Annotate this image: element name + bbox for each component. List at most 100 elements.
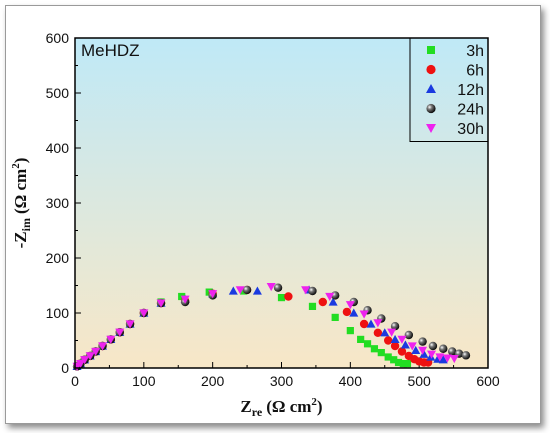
data-point: [342, 307, 352, 317]
data-point: [442, 354, 452, 363]
data-point: [357, 335, 365, 343]
y-tick-label: 600: [46, 30, 70, 46]
data-point: [383, 336, 393, 345]
x-tick-label: 300: [270, 373, 294, 389]
legend-label: 30h: [457, 121, 484, 138]
data-point: [387, 328, 397, 337]
data-point: [308, 302, 317, 310]
data-point: [228, 286, 238, 295]
data-point: [373, 328, 383, 337]
data-point: [345, 301, 355, 310]
data-point: [277, 294, 286, 302]
data-point: [301, 286, 311, 295]
data-point: [266, 283, 276, 292]
x-axis-label: Zre (Ω cm2): [240, 396, 322, 419]
x-axis-label-unit: (Ω cm: [266, 397, 311, 416]
data-point: [284, 292, 293, 301]
data-point: [125, 320, 135, 329]
y-axis-label-prefix: -Z: [11, 231, 30, 248]
legend-label: 12h: [457, 82, 484, 99]
annotation-label: MeHDZ: [81, 41, 140, 60]
data-point: [390, 356, 398, 364]
data-point: [418, 346, 428, 355]
data-point: [390, 334, 400, 343]
data-point: [439, 344, 448, 353]
data-point: [449, 355, 459, 364]
x-axis-label-main: Z: [240, 397, 251, 416]
legend-label: 24h: [457, 102, 484, 119]
y-tick-label: 400: [46, 140, 70, 156]
y-axis-label-sub: im: [19, 218, 33, 231]
y-axis-label-unit: (Ω cm: [11, 169, 30, 214]
data-point: [397, 347, 407, 356]
data-point: [359, 319, 369, 329]
data-point: [76, 360, 86, 369]
legend-marker: [426, 103, 436, 114]
data-point: [366, 319, 376, 328]
data-point: [346, 327, 354, 335]
data-point: [403, 360, 412, 368]
data-point: [377, 349, 385, 357]
x-tick-label: 200: [201, 373, 225, 389]
x-axis-label-sup: 2: [311, 396, 317, 408]
data-point: [252, 286, 262, 295]
x-tick-label: 100: [132, 373, 156, 389]
data-point: [331, 313, 339, 321]
y-tick-label: 100: [46, 305, 70, 321]
data-point: [438, 355, 448, 364]
data-point: [273, 283, 283, 292]
data-point: [380, 328, 390, 337]
data-point: [328, 297, 338, 306]
data-point: [397, 335, 407, 344]
data-point: [384, 353, 392, 361]
legend-box: [409, 37, 489, 142]
data-point: [106, 335, 116, 344]
plot-area: [75, 38, 488, 368]
data-point: [370, 345, 379, 353]
axis-ticks: 0 100 200 300 400 500 600 0 100 200 300 400 500 600: [46, 30, 500, 389]
legend-label: 3h: [466, 43, 484, 60]
data-point: [394, 358, 403, 367]
y-axis-label-close: ): [11, 158, 30, 164]
y-tick-label: 200: [46, 250, 70, 266]
data-point: [448, 347, 457, 356]
data-point: [308, 286, 317, 296]
data-point: [156, 299, 166, 308]
data-point: [98, 342, 108, 351]
x-tick-label: 400: [339, 373, 363, 389]
data-point: [373, 319, 383, 328]
data-point: [235, 286, 245, 295]
data-point: [390, 341, 400, 351]
data-point: [461, 351, 471, 360]
y-tick-label: 300: [46, 195, 70, 211]
data-point: [390, 322, 400, 331]
data-point: [419, 349, 429, 358]
plot-border: [74, 37, 489, 369]
data-point: [399, 360, 407, 368]
x-tick-label: 500: [407, 373, 431, 389]
data-point: [359, 310, 369, 319]
y-axis-label-sup: 2: [10, 163, 22, 169]
legend-marker: [426, 64, 436, 75]
y-tick-label: 0: [61, 360, 69, 376]
legend-marker: [426, 124, 436, 133]
data-point: [325, 292, 335, 301]
data-point: [318, 297, 327, 307]
data-point: [91, 347, 101, 356]
data-point: [418, 337, 427, 346]
data-point: [139, 309, 149, 318]
x-tick-label: 600: [476, 373, 500, 389]
data-point: [80, 356, 90, 365]
data-point: [115, 328, 125, 337]
data-point: [427, 350, 437, 359]
data-point: [428, 341, 438, 351]
y-tick-label: 500: [46, 85, 70, 101]
data-point: [208, 290, 218, 299]
data-point: [349, 308, 359, 317]
x-axis-label-close: ): [317, 397, 323, 416]
data-points: [72, 283, 471, 371]
x-tick-label: 0: [71, 373, 79, 389]
y-axis-label: -Zim (Ω cm2): [10, 158, 33, 249]
legend-marker: [426, 84, 436, 93]
